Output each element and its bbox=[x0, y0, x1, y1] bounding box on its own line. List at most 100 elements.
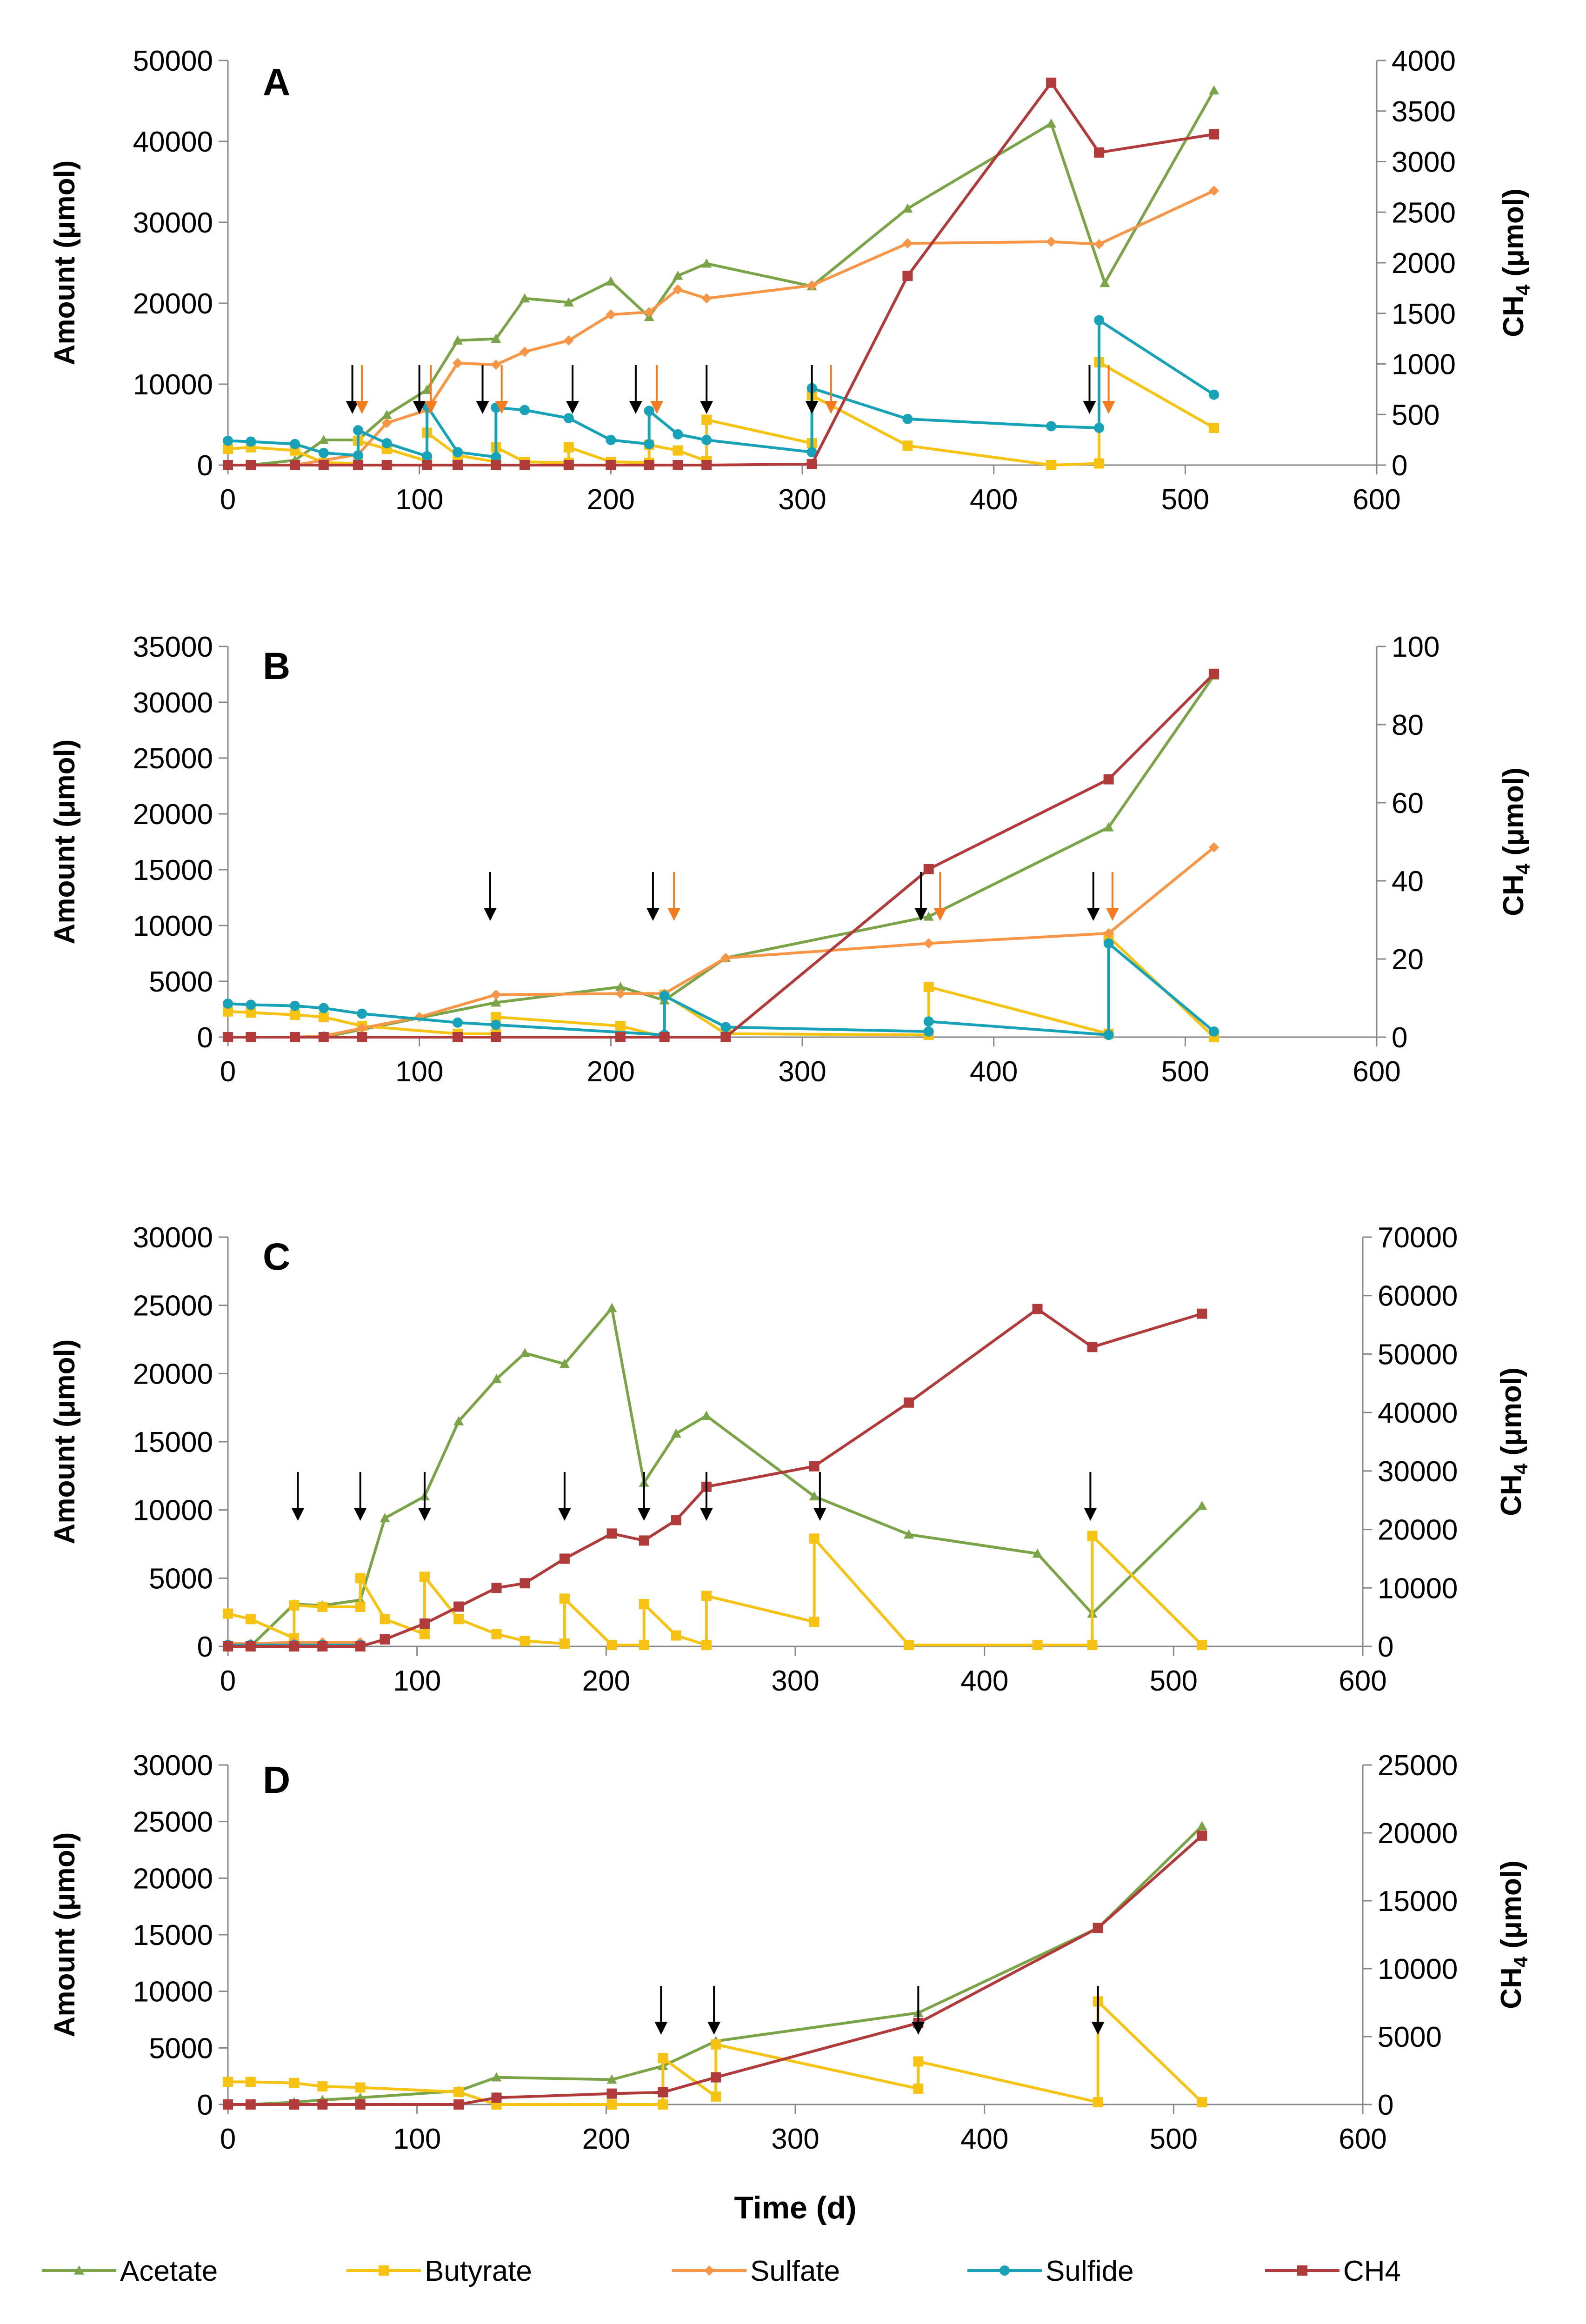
data-point bbox=[1087, 1531, 1098, 1541]
data-point bbox=[606, 309, 616, 320]
data-point bbox=[902, 238, 913, 249]
data-point bbox=[1093, 2097, 1103, 2108]
data-point bbox=[246, 1032, 256, 1042]
data-point bbox=[1094, 239, 1105, 249]
data-point bbox=[491, 460, 501, 470]
data-point bbox=[355, 1573, 366, 1584]
right-tick-label: 60 bbox=[1392, 787, 1424, 819]
data-point bbox=[644, 406, 654, 416]
right-tick-label: 20000 bbox=[1378, 1514, 1458, 1546]
data-point bbox=[453, 2087, 464, 2098]
x-tick-label: 600 bbox=[1353, 484, 1400, 516]
data-point bbox=[491, 1012, 501, 1022]
data-point bbox=[289, 1600, 300, 1611]
x-tick-label: 0 bbox=[220, 1056, 236, 1088]
data-point bbox=[290, 439, 300, 449]
data-point bbox=[913, 2056, 924, 2067]
legend-item-sulfide: Sulfide bbox=[967, 2255, 1134, 2287]
data-point bbox=[673, 270, 683, 280]
data-point bbox=[1087, 1640, 1098, 1651]
data-point bbox=[673, 284, 683, 295]
left-tick-label: 20000 bbox=[133, 288, 213, 320]
data-point bbox=[1046, 77, 1057, 88]
data-point bbox=[1209, 389, 1219, 400]
data-point bbox=[317, 1601, 328, 1612]
left-tick-label: 30000 bbox=[133, 1750, 213, 1782]
data-point bbox=[806, 447, 817, 458]
data-point bbox=[701, 1640, 712, 1651]
data-point bbox=[353, 460, 363, 470]
data-point bbox=[491, 1374, 502, 1383]
legend-item-butyrate: Butyrate bbox=[347, 2255, 532, 2287]
series-butyrate bbox=[223, 1996, 1207, 2110]
data-point bbox=[615, 982, 626, 991]
left-tick-label: 40000 bbox=[133, 126, 213, 158]
addition-arrow-black bbox=[346, 365, 359, 414]
left-tick-label: 0 bbox=[197, 1631, 213, 1663]
data-point bbox=[904, 1640, 914, 1651]
data-point bbox=[520, 346, 530, 357]
data-point bbox=[615, 1032, 626, 1042]
data-point bbox=[809, 1617, 820, 1627]
data-point bbox=[639, 1535, 649, 1546]
series-ch4 bbox=[223, 77, 1219, 470]
data-point bbox=[1100, 278, 1110, 287]
data-point bbox=[563, 413, 574, 424]
data-point bbox=[1209, 129, 1219, 140]
data-point bbox=[491, 2092, 502, 2103]
addition-arrow-orange bbox=[650, 365, 664, 414]
addition-arrow-orange bbox=[355, 365, 369, 414]
data-point bbox=[1209, 186, 1219, 196]
right-axis-label: CH4 (μmol) bbox=[1498, 767, 1534, 916]
x-tick-label: 600 bbox=[1353, 1056, 1400, 1088]
data-point bbox=[701, 258, 712, 268]
legend-label: Sulfide bbox=[1046, 2255, 1134, 2287]
data-point bbox=[1032, 1304, 1043, 1314]
addition-arrow-orange bbox=[1106, 872, 1119, 921]
data-point bbox=[720, 952, 731, 963]
data-point bbox=[1209, 85, 1219, 95]
data-point bbox=[453, 335, 463, 345]
right-axis-label: CH4 (μmol) bbox=[1495, 1367, 1532, 1516]
left-tick-label: 30000 bbox=[133, 687, 213, 719]
data-point bbox=[419, 1618, 430, 1629]
addition-arrow-black bbox=[291, 1472, 305, 1521]
data-point bbox=[453, 1601, 464, 1612]
data-point bbox=[1197, 1308, 1207, 1319]
data-point bbox=[606, 1528, 617, 1539]
series-line bbox=[227, 935, 1215, 1039]
addition-arrow-black bbox=[912, 1986, 925, 2035]
x-tick-label: 0 bbox=[220, 1665, 236, 1697]
data-point bbox=[355, 2099, 366, 2110]
data-point bbox=[913, 2083, 924, 2094]
data-point bbox=[563, 442, 574, 453]
data-point bbox=[357, 1008, 367, 1019]
data-point bbox=[380, 1513, 390, 1523]
x-tick-label: 100 bbox=[395, 1056, 443, 1088]
left-tick-label: 25000 bbox=[133, 1806, 213, 1838]
data-point bbox=[658, 2087, 668, 2098]
data-point bbox=[246, 1007, 256, 1018]
x-tick-label: 200 bbox=[587, 1056, 635, 1088]
data-point bbox=[422, 385, 433, 394]
data-point bbox=[1103, 938, 1114, 949]
legend-item-ch4: CH4 bbox=[1265, 2255, 1401, 2287]
data-point bbox=[318, 1032, 329, 1042]
addition-arrow-black bbox=[700, 1472, 713, 1521]
data-point bbox=[639, 1640, 649, 1651]
data-point bbox=[353, 425, 363, 436]
x-tick-label: 600 bbox=[1339, 2123, 1386, 2155]
data-point bbox=[1032, 1548, 1043, 1558]
left-tick-label: 15000 bbox=[133, 1919, 213, 1951]
right-tick-label: 40000 bbox=[1378, 1397, 1458, 1429]
right-tick-label: 1500 bbox=[1392, 298, 1456, 330]
right-tick-label: 40 bbox=[1392, 866, 1424, 898]
data-point bbox=[520, 1636, 530, 1646]
data-point bbox=[902, 413, 913, 424]
left-tick-label: 20000 bbox=[133, 799, 213, 831]
data-point bbox=[606, 460, 616, 470]
x-tick-label: 400 bbox=[970, 1056, 1018, 1088]
data-point bbox=[671, 1428, 681, 1438]
x-axis-label: Time (d) bbox=[734, 2190, 856, 2225]
addition-arrow-black bbox=[813, 1472, 826, 1521]
